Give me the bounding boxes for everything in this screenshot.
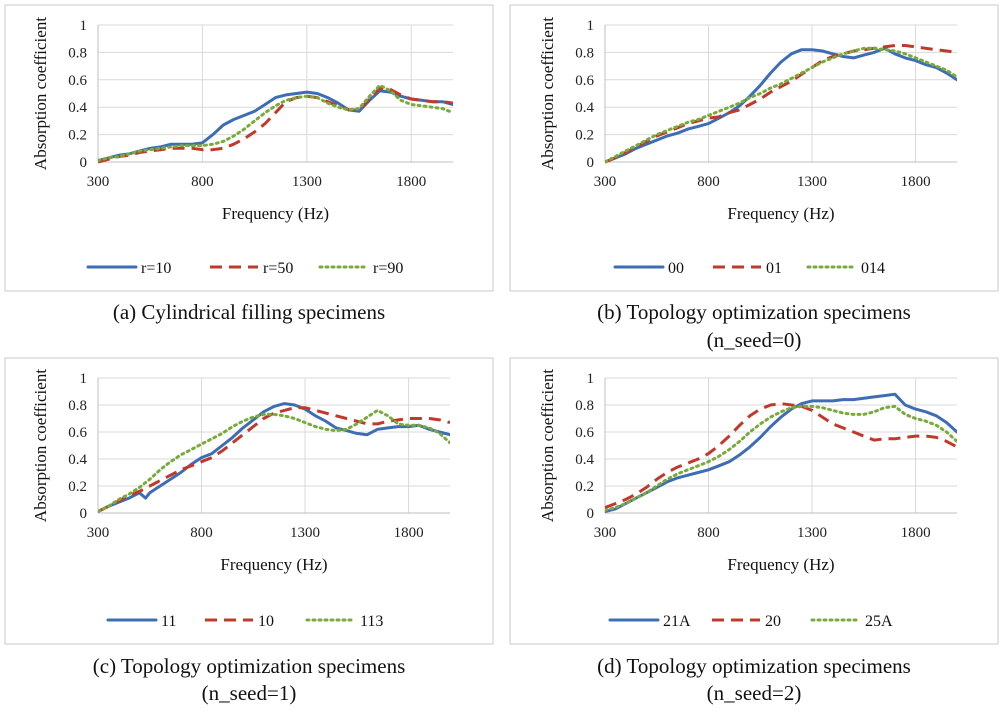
panel-b-xtick-label: 300 <box>594 174 617 190</box>
panel-b-series-00 <box>605 46 957 164</box>
panel-c-ytick-label: 0.2 <box>68 479 87 495</box>
panel-c-xtick-label: 1300 <box>290 525 320 541</box>
panel-b-ytick-label: 0.4 <box>575 100 594 116</box>
panel-a-xtick-label: 800 <box>191 174 214 190</box>
panel-c-ytick-label: 0.8 <box>68 398 87 414</box>
panel-a-ytick-label: 0.6 <box>68 73 87 89</box>
panel-d-frame <box>509 357 999 645</box>
panel-c-y-axis-title: Absorption coefficient <box>31 369 50 522</box>
panel-d-y-axis-title: Absorption coefficient <box>538 369 557 522</box>
panel-c-xtick-label: 800 <box>190 525 213 541</box>
panel-a-legend-label: r=50 <box>263 260 293 277</box>
panel-b-xtick-label: 1300 <box>797 174 827 190</box>
panel-c-series-113 <box>98 408 450 514</box>
panel-a-xtick-label: 1800 <box>396 174 426 190</box>
panel-b-ytick-label: 0.6 <box>575 73 594 89</box>
panel-c-ytick-label: 1 <box>80 371 88 387</box>
panel-d-xtick-label: 1800 <box>901 525 931 541</box>
panel-b-xtick-label: 1800 <box>901 174 931 190</box>
panel-c-frame <box>4 357 494 645</box>
panel-c-ytick-label: 0 <box>80 506 88 522</box>
panel-b-xtick-label: 800 <box>697 174 720 190</box>
panel-d-legend-label: 25A <box>865 613 893 630</box>
panel-b-legend-label: 01 <box>766 260 782 277</box>
panel-b-ytick-label: 0 <box>587 155 595 171</box>
panel-d-ytick-label: 0 <box>587 506 595 522</box>
panel-d-xtick-label: 1300 <box>797 525 827 541</box>
panel-a-ytick-label: 0.8 <box>68 45 87 61</box>
panel-a-ytick-label: 1 <box>80 18 88 34</box>
panel-d-ytick-label: 1 <box>587 371 595 387</box>
panel-c-series-11 <box>98 402 450 514</box>
panel-b-ytick-label: 0.8 <box>575 45 594 61</box>
panel-c-xtick-label: 1800 <box>394 525 424 541</box>
panel-d-ytick-label: 0.6 <box>575 425 594 441</box>
panel-a-series-r=90 <box>98 83 453 163</box>
panel-a-y-axis-title: Absorption coefficient <box>31 17 50 170</box>
panel-b-ytick-label: 1 <box>587 18 595 34</box>
panel-a-ytick-label: 0.4 <box>68 100 87 116</box>
panel-c-caption: (c) Topology optimization specimens <box>93 654 406 678</box>
panel-d-legend-label: 20 <box>765 613 781 630</box>
panel-b-ytick-label: 0.2 <box>575 128 594 144</box>
panel-d-ytick-label: 0.8 <box>575 398 594 414</box>
panel-c-xtick-label: 300 <box>87 525 110 541</box>
panel-c-legend-label: 113 <box>360 613 383 630</box>
panel-a-xtick-label: 300 <box>87 174 110 190</box>
panel-d-xtick-label: 300 <box>594 525 617 541</box>
panel-a-xtick-label: 1300 <box>292 174 322 190</box>
panel-b-y-axis-title: Absorption coefficient <box>538 17 557 170</box>
panel-d-series-25A <box>605 404 957 512</box>
panel-c-caption: (n_seed=1) <box>202 681 297 705</box>
panel-a-x-axis-title: Frequency (Hz) <box>222 204 329 223</box>
panel-a-caption: (a) Cylindrical filling specimens <box>113 300 385 324</box>
panel-c-x-axis-title: Frequency (Hz) <box>220 555 327 574</box>
panel-a-legend-label: r=90 <box>373 260 403 277</box>
panel-b-legend-label: 014 <box>861 260 885 277</box>
panel-c-ytick-label: 0.6 <box>68 425 87 441</box>
panel-b-caption: (n_seed=0) <box>707 328 802 352</box>
panel-a-ytick-label: 0 <box>80 155 88 171</box>
panel-d-series-21A <box>605 392 957 514</box>
panel-d-series-20 <box>605 402 957 510</box>
panel-d-legend-label: 21A <box>663 613 691 630</box>
panel-d-caption: (d) Topology optimization specimens <box>597 654 911 678</box>
panel-d-xtick-label: 800 <box>697 525 720 541</box>
panel-c-series-10 <box>98 406 450 513</box>
panel-d-ytick-label: 0.2 <box>575 479 594 495</box>
panel-b-legend-label: 00 <box>668 260 684 277</box>
panel-a-ytick-label: 0.2 <box>68 128 87 144</box>
panel-d-caption: (n_seed=2) <box>707 681 802 705</box>
panel-b-x-axis-title: Frequency (Hz) <box>727 204 834 223</box>
panel-b-series-014 <box>605 46 957 164</box>
panel-b-caption: (b) Topology optimization specimens <box>597 300 911 324</box>
panel-c-ytick-label: 0.4 <box>68 452 87 468</box>
panel-d-ytick-label: 0.4 <box>575 452 594 468</box>
panel-a-legend-label: r=10 <box>141 260 171 277</box>
panel-c-legend-label: 10 <box>258 613 274 630</box>
panel-c-legend-label: 11 <box>161 613 176 630</box>
panel-d-x-axis-title: Frequency (Hz) <box>727 555 834 574</box>
